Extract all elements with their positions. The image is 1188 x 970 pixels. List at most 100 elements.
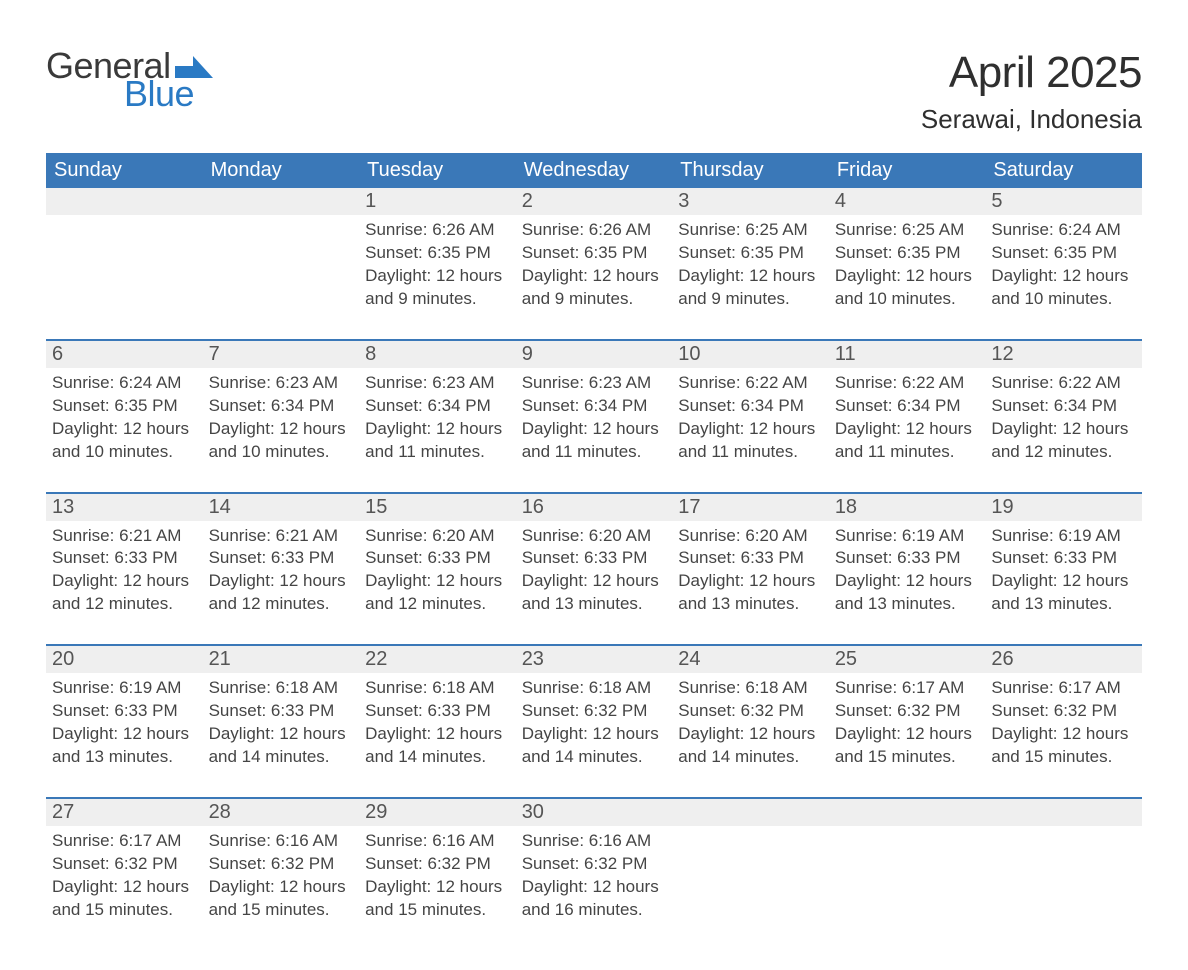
sunrise-line: Sunrise: 6:26 AM — [365, 219, 510, 242]
day-number-cell: 10 — [672, 340, 829, 368]
content-row: Sunrise: 6:17 AMSunset: 6:32 PMDaylight:… — [46, 826, 1142, 930]
sunset-line: Sunset: 6:32 PM — [209, 853, 354, 876]
day-content-cell: Sunrise: 6:18 AMSunset: 6:32 PMDaylight:… — [672, 673, 829, 798]
day-content-cell: Sunrise: 6:22 AMSunset: 6:34 PMDaylight:… — [985, 368, 1142, 493]
day-number-cell: 8 — [359, 340, 516, 368]
day-number-cell — [46, 188, 203, 215]
sunset-line: Sunset: 6:33 PM — [365, 700, 510, 723]
dl2-line: and 12 minutes. — [209, 593, 354, 616]
dl1-line: Daylight: 12 hours — [678, 570, 823, 593]
dl1-line: Daylight: 12 hours — [522, 723, 667, 746]
sunset-line: Sunset: 6:35 PM — [991, 242, 1136, 265]
day-content-cell: Sunrise: 6:16 AMSunset: 6:32 PMDaylight:… — [203, 826, 360, 930]
dl1-line: Daylight: 12 hours — [522, 570, 667, 593]
sunset-line: Sunset: 6:35 PM — [522, 242, 667, 265]
day-content-cell: Sunrise: 6:23 AMSunset: 6:34 PMDaylight:… — [203, 368, 360, 493]
dl1-line: Daylight: 12 hours — [835, 418, 980, 441]
sunset-line: Sunset: 6:34 PM — [678, 395, 823, 418]
sunset-line: Sunset: 6:32 PM — [522, 853, 667, 876]
dl1-line: Daylight: 12 hours — [991, 723, 1136, 746]
dl1-line: Daylight: 12 hours — [991, 265, 1136, 288]
sunset-line: Sunset: 6:35 PM — [52, 395, 197, 418]
sunset-line: Sunset: 6:34 PM — [522, 395, 667, 418]
sunrise-line: Sunrise: 6:18 AM — [522, 677, 667, 700]
calendar-table: Sunday Monday Tuesday Wednesday Thursday… — [46, 153, 1142, 930]
day-number-cell — [829, 798, 986, 826]
day-number-cell: 26 — [985, 645, 1142, 673]
daynum-row: 12345 — [46, 188, 1142, 215]
sunrise-line: Sunrise: 6:23 AM — [522, 372, 667, 395]
day-number-cell: 30 — [516, 798, 673, 826]
dl1-line: Daylight: 12 hours — [678, 723, 823, 746]
dl1-line: Daylight: 12 hours — [522, 418, 667, 441]
sunrise-line: Sunrise: 6:21 AM — [209, 525, 354, 548]
content-row: Sunrise: 6:24 AMSunset: 6:35 PMDaylight:… — [46, 368, 1142, 493]
dl2-line: and 14 minutes. — [209, 746, 354, 769]
day-number-cell: 9 — [516, 340, 673, 368]
logo: General Blue — [46, 48, 213, 112]
day-content-cell: Sunrise: 6:20 AMSunset: 6:33 PMDaylight:… — [516, 521, 673, 646]
sunrise-line: Sunrise: 6:16 AM — [522, 830, 667, 853]
day-number-cell: 24 — [672, 645, 829, 673]
day-number-cell — [985, 798, 1142, 826]
dl2-line: and 9 minutes. — [678, 288, 823, 311]
weekday-header: Thursday — [672, 153, 829, 188]
day-content-cell: Sunrise: 6:17 AMSunset: 6:32 PMDaylight:… — [46, 826, 203, 930]
day-number-cell: 21 — [203, 645, 360, 673]
dl1-line: Daylight: 12 hours — [835, 723, 980, 746]
weekday-header: Saturday — [985, 153, 1142, 188]
day-number-cell — [672, 798, 829, 826]
dl1-line: Daylight: 12 hours — [522, 876, 667, 899]
header: General Blue April 2025 Serawai, Indones… — [46, 48, 1142, 135]
day-content-cell: Sunrise: 6:20 AMSunset: 6:33 PMDaylight:… — [672, 521, 829, 646]
sunset-line: Sunset: 6:32 PM — [365, 853, 510, 876]
dl2-line: and 9 minutes. — [365, 288, 510, 311]
dl2-line: and 11 minutes. — [835, 441, 980, 464]
dl2-line: and 14 minutes. — [678, 746, 823, 769]
day-content-cell: Sunrise: 6:16 AMSunset: 6:32 PMDaylight:… — [516, 826, 673, 930]
day-number-cell: 6 — [46, 340, 203, 368]
day-number-cell: 19 — [985, 493, 1142, 521]
day-number-cell: 27 — [46, 798, 203, 826]
dl2-line: and 13 minutes. — [522, 593, 667, 616]
day-content-cell: Sunrise: 6:22 AMSunset: 6:34 PMDaylight:… — [829, 368, 986, 493]
sunrise-line: Sunrise: 6:21 AM — [52, 525, 197, 548]
page-title: April 2025 — [921, 48, 1142, 98]
dl1-line: Daylight: 12 hours — [365, 723, 510, 746]
dl1-line: Daylight: 12 hours — [835, 570, 980, 593]
day-number-cell: 22 — [359, 645, 516, 673]
day-content-cell: Sunrise: 6:18 AMSunset: 6:33 PMDaylight:… — [203, 673, 360, 798]
day-number-cell: 16 — [516, 493, 673, 521]
sunset-line: Sunset: 6:33 PM — [209, 700, 354, 723]
sunrise-line: Sunrise: 6:26 AM — [522, 219, 667, 242]
sunrise-line: Sunrise: 6:17 AM — [835, 677, 980, 700]
dl1-line: Daylight: 12 hours — [991, 418, 1136, 441]
dl2-line: and 9 minutes. — [522, 288, 667, 311]
sunset-line: Sunset: 6:35 PM — [365, 242, 510, 265]
dl2-line: and 10 minutes. — [52, 441, 197, 464]
logo-word-2: Blue — [124, 76, 213, 112]
daynum-row: 6789101112 — [46, 340, 1142, 368]
dl1-line: Daylight: 12 hours — [365, 570, 510, 593]
dl2-line: and 11 minutes. — [678, 441, 823, 464]
day-content-cell: Sunrise: 6:19 AMSunset: 6:33 PMDaylight:… — [985, 521, 1142, 646]
day-content-cell — [829, 826, 986, 930]
day-content-cell: Sunrise: 6:26 AMSunset: 6:35 PMDaylight:… — [359, 215, 516, 340]
day-content-cell: Sunrise: 6:19 AMSunset: 6:33 PMDaylight:… — [46, 673, 203, 798]
weekday-header: Friday — [829, 153, 986, 188]
day-number-cell: 18 — [829, 493, 986, 521]
day-number-cell: 13 — [46, 493, 203, 521]
day-number-cell: 3 — [672, 188, 829, 215]
dl2-line: and 15 minutes. — [835, 746, 980, 769]
content-row: Sunrise: 6:26 AMSunset: 6:35 PMDaylight:… — [46, 215, 1142, 340]
weekday-header-row: Sunday Monday Tuesday Wednesday Thursday… — [46, 153, 1142, 188]
day-content-cell — [46, 215, 203, 340]
day-content-cell: Sunrise: 6:18 AMSunset: 6:33 PMDaylight:… — [359, 673, 516, 798]
dl1-line: Daylight: 12 hours — [52, 418, 197, 441]
day-content-cell: Sunrise: 6:20 AMSunset: 6:33 PMDaylight:… — [359, 521, 516, 646]
content-row: Sunrise: 6:21 AMSunset: 6:33 PMDaylight:… — [46, 521, 1142, 646]
dl1-line: Daylight: 12 hours — [209, 723, 354, 746]
sunrise-line: Sunrise: 6:20 AM — [365, 525, 510, 548]
title-block: April 2025 Serawai, Indonesia — [921, 48, 1142, 135]
sunrise-line: Sunrise: 6:18 AM — [365, 677, 510, 700]
